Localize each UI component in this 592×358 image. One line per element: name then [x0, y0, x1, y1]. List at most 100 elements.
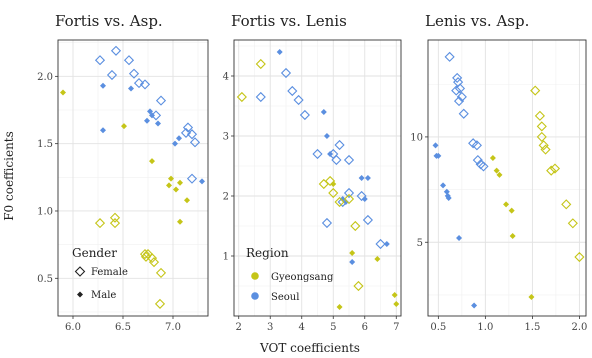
x-tick-label: 2: [236, 322, 242, 333]
legend-seoul-dot: [251, 292, 259, 300]
data-point-male-gyeongsang: [374, 256, 381, 262]
legend-male-filled-diamond: [77, 291, 83, 298]
data-point-female-seoul: [343, 187, 355, 199]
y-tick-label: 2.0: [37, 72, 53, 83]
x-axis-label: VOT coefficients: [259, 341, 360, 355]
panel-border: [57, 39, 209, 317]
panel-title: Fortis vs. Asp.: [55, 12, 163, 30]
data-point-male-gyeongsang: [509, 232, 516, 239]
data-point-male-seoul: [172, 140, 178, 147]
data-point-female-seoul: [110, 45, 122, 56]
data-point-female-gyeongsang: [574, 251, 585, 263]
data-point-male-gyeongsang: [184, 197, 190, 204]
data-point-male-seoul: [349, 259, 356, 265]
data-point-female-gyeongsang: [353, 280, 364, 292]
data-point-female-seoul: [287, 85, 298, 97]
data-point-female-gyeongsang: [109, 212, 121, 223]
data-point-male-seoul: [144, 117, 150, 124]
data-point-female-seoul: [255, 91, 266, 103]
data-point-female-seoul: [453, 96, 465, 107]
data-point-male-gyeongsang: [121, 123, 127, 130]
region-legend: Region Gyeongsang Seoul: [246, 246, 334, 303]
x-tick-label: 4: [299, 322, 305, 333]
data-point-female-seoul: [343, 154, 355, 166]
x-tick-label: 1.0: [477, 322, 493, 333]
data-point-female-gyeongsang: [538, 140, 549, 151]
data-point-female-gyeongsang: [155, 267, 167, 278]
data-point-male-gyeongsang: [168, 175, 174, 182]
y-tick-label: 4: [223, 72, 229, 83]
data-point-female-gyeongsang: [109, 218, 121, 229]
data-point-male-gyeongsang: [330, 181, 337, 187]
data-point-male-seoul: [445, 195, 452, 202]
data-point-male-seoul: [471, 302, 478, 309]
data-point-male-seoul: [147, 108, 153, 115]
data-point-female-gyeongsang: [334, 196, 345, 208]
data-point-male-seoul: [176, 135, 182, 142]
data-point-female-gyeongsang: [328, 187, 339, 199]
data-point-female-gyeongsang: [549, 163, 561, 174]
region-legend-gyeongsang: Gyeongsang: [271, 272, 334, 283]
data-point-male-gyeongsang: [391, 292, 398, 298]
data-point-female-seoul: [180, 127, 192, 138]
x-tick-label: 1.5: [524, 322, 540, 333]
data-point-female-seoul: [106, 69, 118, 81]
data-point-female-gyeongsang: [567, 218, 578, 229]
data-point-male-gyeongsang: [508, 207, 515, 214]
data-point-male-seoul: [100, 82, 106, 89]
data-point-male-seoul: [155, 120, 161, 127]
data-point-female-gyeongsang: [534, 110, 545, 121]
x-tick-label: 6.5: [115, 322, 131, 333]
data-point-male-gyeongsang: [528, 294, 535, 301]
data-point-male-gyeongsang: [393, 301, 400, 307]
data-point-male-seoul: [361, 196, 368, 202]
data-point-female-seoul: [478, 161, 489, 172]
data-point-female-seoul: [186, 173, 198, 184]
y-tick-label: 1: [223, 252, 229, 263]
x-tick-label: 6.0: [65, 322, 81, 333]
data-point-female-gyeongsang: [255, 58, 266, 70]
data-point-female-seoul: [312, 148, 323, 160]
data-point-female-seoul: [128, 68, 140, 79]
data-point-female-seoul: [444, 51, 455, 62]
y-tick-label: 5: [417, 238, 423, 249]
data-point-female-gyeongsang: [154, 298, 166, 309]
data-point-female-gyeongsang: [530, 85, 541, 96]
panel-title: Fortis vs. Lenis: [231, 12, 347, 30]
data-point-female-seoul: [451, 85, 462, 96]
data-point-female-gyeongsang: [148, 257, 160, 268]
x-tick-label: 5: [330, 322, 336, 333]
gender-legend-female: Female: [91, 267, 128, 278]
data-point-female-seoul: [182, 122, 194, 133]
data-point-female-gyeongsang: [540, 144, 551, 155]
data-point-female-seoul: [331, 154, 342, 166]
y-tick-label: 1.5: [37, 139, 53, 150]
data-point-male-seoul: [358, 175, 365, 181]
data-point-male-gyeongsang: [177, 218, 183, 225]
data-point-female-seoul: [139, 79, 151, 90]
y-tick-label: 10: [410, 132, 423, 143]
data-point-male-gyeongsang: [149, 158, 155, 165]
data-point-female-gyeongsang: [350, 220, 361, 232]
data-point-male-seoul: [440, 182, 447, 189]
panel-border: [427, 39, 587, 317]
data-point-male-seoul: [199, 178, 205, 185]
data-point-male-seoul: [456, 235, 463, 242]
y-tick-label: 1.0: [37, 206, 53, 217]
data-point-female-gyeongsang: [94, 218, 106, 229]
data-point-female-seoul: [471, 140, 482, 151]
data-point-female-gyeongsang: [546, 165, 557, 176]
x-tick-label: 6: [362, 322, 368, 333]
data-point-female-seoul: [155, 95, 167, 106]
data-point-male-gyeongsang: [503, 201, 510, 208]
data-point-female-gyeongsang: [536, 131, 547, 142]
x-tick-label: 2.0: [571, 322, 587, 333]
data-point-female-gyeongsang: [343, 193, 355, 205]
data-point-male-seoul: [432, 142, 439, 149]
data-point-female-seoul: [280, 67, 292, 79]
gender-legend: Gender Female Male: [72, 246, 128, 301]
data-point-female-gyeongsang: [536, 121, 547, 132]
data-point-female-gyeongsang: [236, 91, 247, 103]
region-legend-seoul: Seoul: [271, 292, 299, 303]
